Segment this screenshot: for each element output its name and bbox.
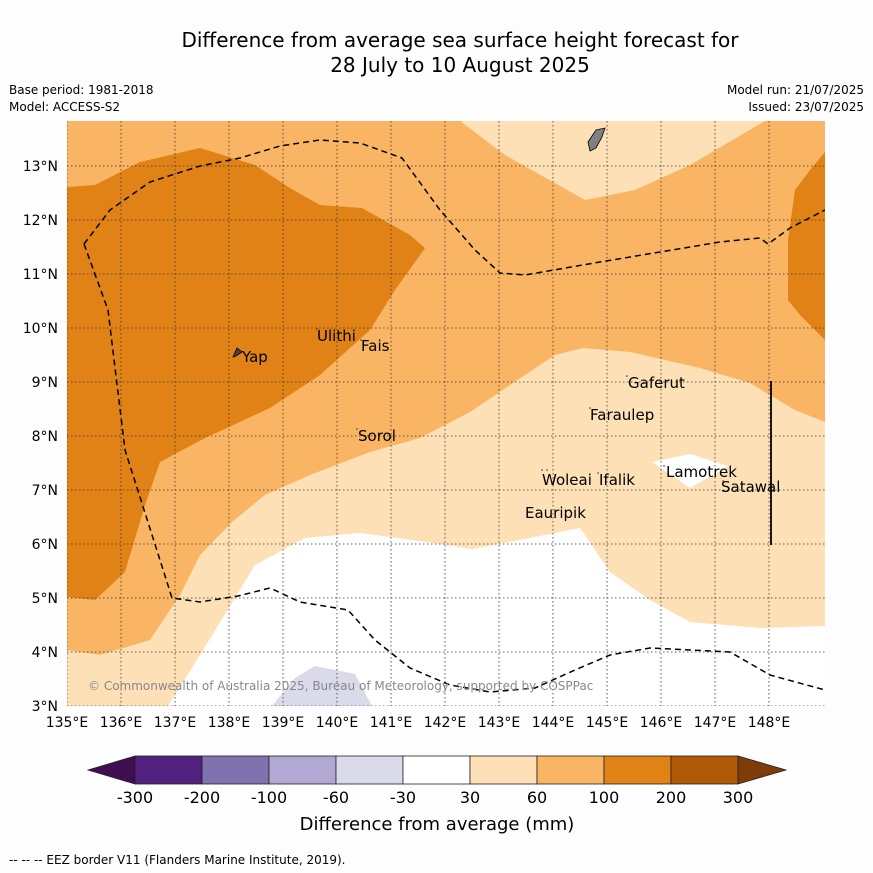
colorbar-label: 300 bbox=[723, 788, 754, 807]
faraulep-dot bbox=[589, 407, 591, 409]
lon-tick: 136°E bbox=[100, 715, 143, 731]
colorbar-label: -200 bbox=[184, 788, 220, 807]
colorbar-label: -30 bbox=[390, 788, 416, 807]
lon-tick: 143°E bbox=[478, 715, 521, 731]
lat-tick-labels: 3°N 4°N 5°N 6°N 7°N 8°N 9°N 10°N 11°N 12… bbox=[23, 159, 58, 715]
colorbar: -300 -200 -100 -60 -30 30 60 100 200 300… bbox=[86, 755, 788, 835]
colorbar-label: -300 bbox=[117, 788, 153, 807]
lat-tick: 12°N bbox=[23, 213, 58, 229]
lon-tick-labels: 135°E 136°E 137°E 138°E 139°E 140°E 141°… bbox=[46, 715, 791, 731]
base-period-label: Base period: 1981-2018 bbox=[9, 83, 154, 97]
guam-island bbox=[587, 127, 606, 152]
place-satawal: Satawal bbox=[721, 478, 780, 496]
lamotrek-dot bbox=[663, 465, 665, 467]
lat-tick: 10°N bbox=[23, 321, 58, 337]
lon-tick: 144°E bbox=[532, 715, 575, 731]
lat-tick: 13°N bbox=[23, 159, 58, 175]
place-woleai: Woleai bbox=[542, 471, 592, 489]
lon-tick: 147°E bbox=[694, 715, 737, 731]
place-gaferut: Gaferut bbox=[628, 374, 685, 392]
band-minus60-minus30 bbox=[272, 666, 372, 706]
colorbar-label: 60 bbox=[527, 788, 547, 807]
lon-tick: 140°E bbox=[316, 715, 359, 731]
place-lamotrek: Lamotrek bbox=[666, 463, 737, 481]
colorbar-swatch bbox=[335, 755, 404, 785]
lon-tick: 141°E bbox=[370, 715, 413, 731]
band-100-200-east bbox=[788, 152, 825, 340]
eez-border-west bbox=[83, 243, 825, 693]
colorbar-swatch bbox=[670, 755, 739, 785]
colorbar-label: 100 bbox=[589, 788, 620, 807]
woleai-dot-2 bbox=[546, 469, 548, 471]
eez-footnote: -- -- -- EEZ border V11 (Flanders Marine… bbox=[9, 853, 346, 867]
colorbar-swatch bbox=[536, 755, 605, 785]
lat-tick: 8°N bbox=[32, 429, 58, 445]
lat-tick: 9°N bbox=[32, 375, 58, 391]
place-yap: Yap bbox=[241, 348, 268, 366]
place-ulithi: Ulithi bbox=[317, 327, 356, 345]
model-label: Model: ACCESS-S2 bbox=[9, 100, 121, 114]
colorbar-swatch bbox=[603, 755, 672, 785]
satawal-dot bbox=[722, 480, 724, 482]
ulithi-dot bbox=[316, 328, 318, 330]
colorbar-max-extend bbox=[737, 755, 788, 785]
colorbar-swatch bbox=[268, 755, 337, 785]
lon-tick: 137°E bbox=[154, 715, 197, 731]
lat-tick: 6°N bbox=[32, 537, 58, 553]
woleai-dot bbox=[541, 469, 543, 471]
place-fais: Fais bbox=[361, 337, 390, 355]
colorbar-label: -60 bbox=[323, 788, 349, 807]
colorbar-title: Difference from average (mm) bbox=[300, 814, 575, 835]
lon-tick: 146°E bbox=[640, 715, 683, 731]
ifalik-dot bbox=[597, 472, 599, 474]
copyright-notice: © Commonwealth of Australia 2025, Bureau… bbox=[88, 679, 593, 693]
colorbar-label: -100 bbox=[251, 788, 287, 807]
lat-tick: 7°N bbox=[32, 483, 58, 499]
colorbar-min-extend bbox=[86, 755, 136, 785]
colorbar-label: 30 bbox=[460, 788, 480, 807]
place-eauripik: Eauripik bbox=[525, 504, 586, 522]
colorbar-label: 200 bbox=[656, 788, 687, 807]
lamotrek-white-patch bbox=[652, 454, 728, 488]
colorbar-swatch bbox=[201, 755, 270, 785]
eez-border-north bbox=[83, 139, 825, 276]
lon-tick: 145°E bbox=[586, 715, 629, 731]
place-sorol: Sorol bbox=[358, 427, 396, 445]
gaferut-dot bbox=[626, 375, 628, 377]
place-ifalik: Ifalik bbox=[599, 471, 635, 489]
yap-island bbox=[232, 347, 243, 358]
place-faraulep: Faraulep bbox=[590, 406, 654, 424]
anomaly-map: Ulithi Fais Yap Gaferut Faraulep Sorol L… bbox=[67, 121, 825, 706]
lon-tick: 142°E bbox=[424, 715, 467, 731]
issued-label: Issued: 23/07/2025 bbox=[748, 100, 864, 114]
colorbar-swatch bbox=[134, 755, 203, 785]
lat-tick: 3°N bbox=[32, 699, 58, 715]
lat-tick: 11°N bbox=[23, 267, 58, 283]
band-100-200-west bbox=[67, 148, 425, 600]
lon-tick: 139°E bbox=[262, 715, 305, 731]
lat-tick: 5°N bbox=[32, 591, 58, 607]
sorol-dot bbox=[356, 428, 358, 430]
colorbar-swatch bbox=[402, 755, 471, 785]
lat-tick: 4°N bbox=[32, 645, 58, 661]
lon-tick: 135°E bbox=[46, 715, 89, 731]
lon-tick: 138°E bbox=[208, 715, 251, 731]
model-run-label: Model run: 21/07/2025 bbox=[726, 83, 864, 97]
fais-dot bbox=[360, 339, 362, 341]
lon-tick: 148°E bbox=[748, 715, 791, 731]
colorbar-swatch bbox=[469, 755, 538, 785]
map-title-line-2: 28 July to 10 August 2025 bbox=[330, 53, 590, 77]
map-title-line-1: Difference from average sea surface heig… bbox=[181, 28, 739, 52]
